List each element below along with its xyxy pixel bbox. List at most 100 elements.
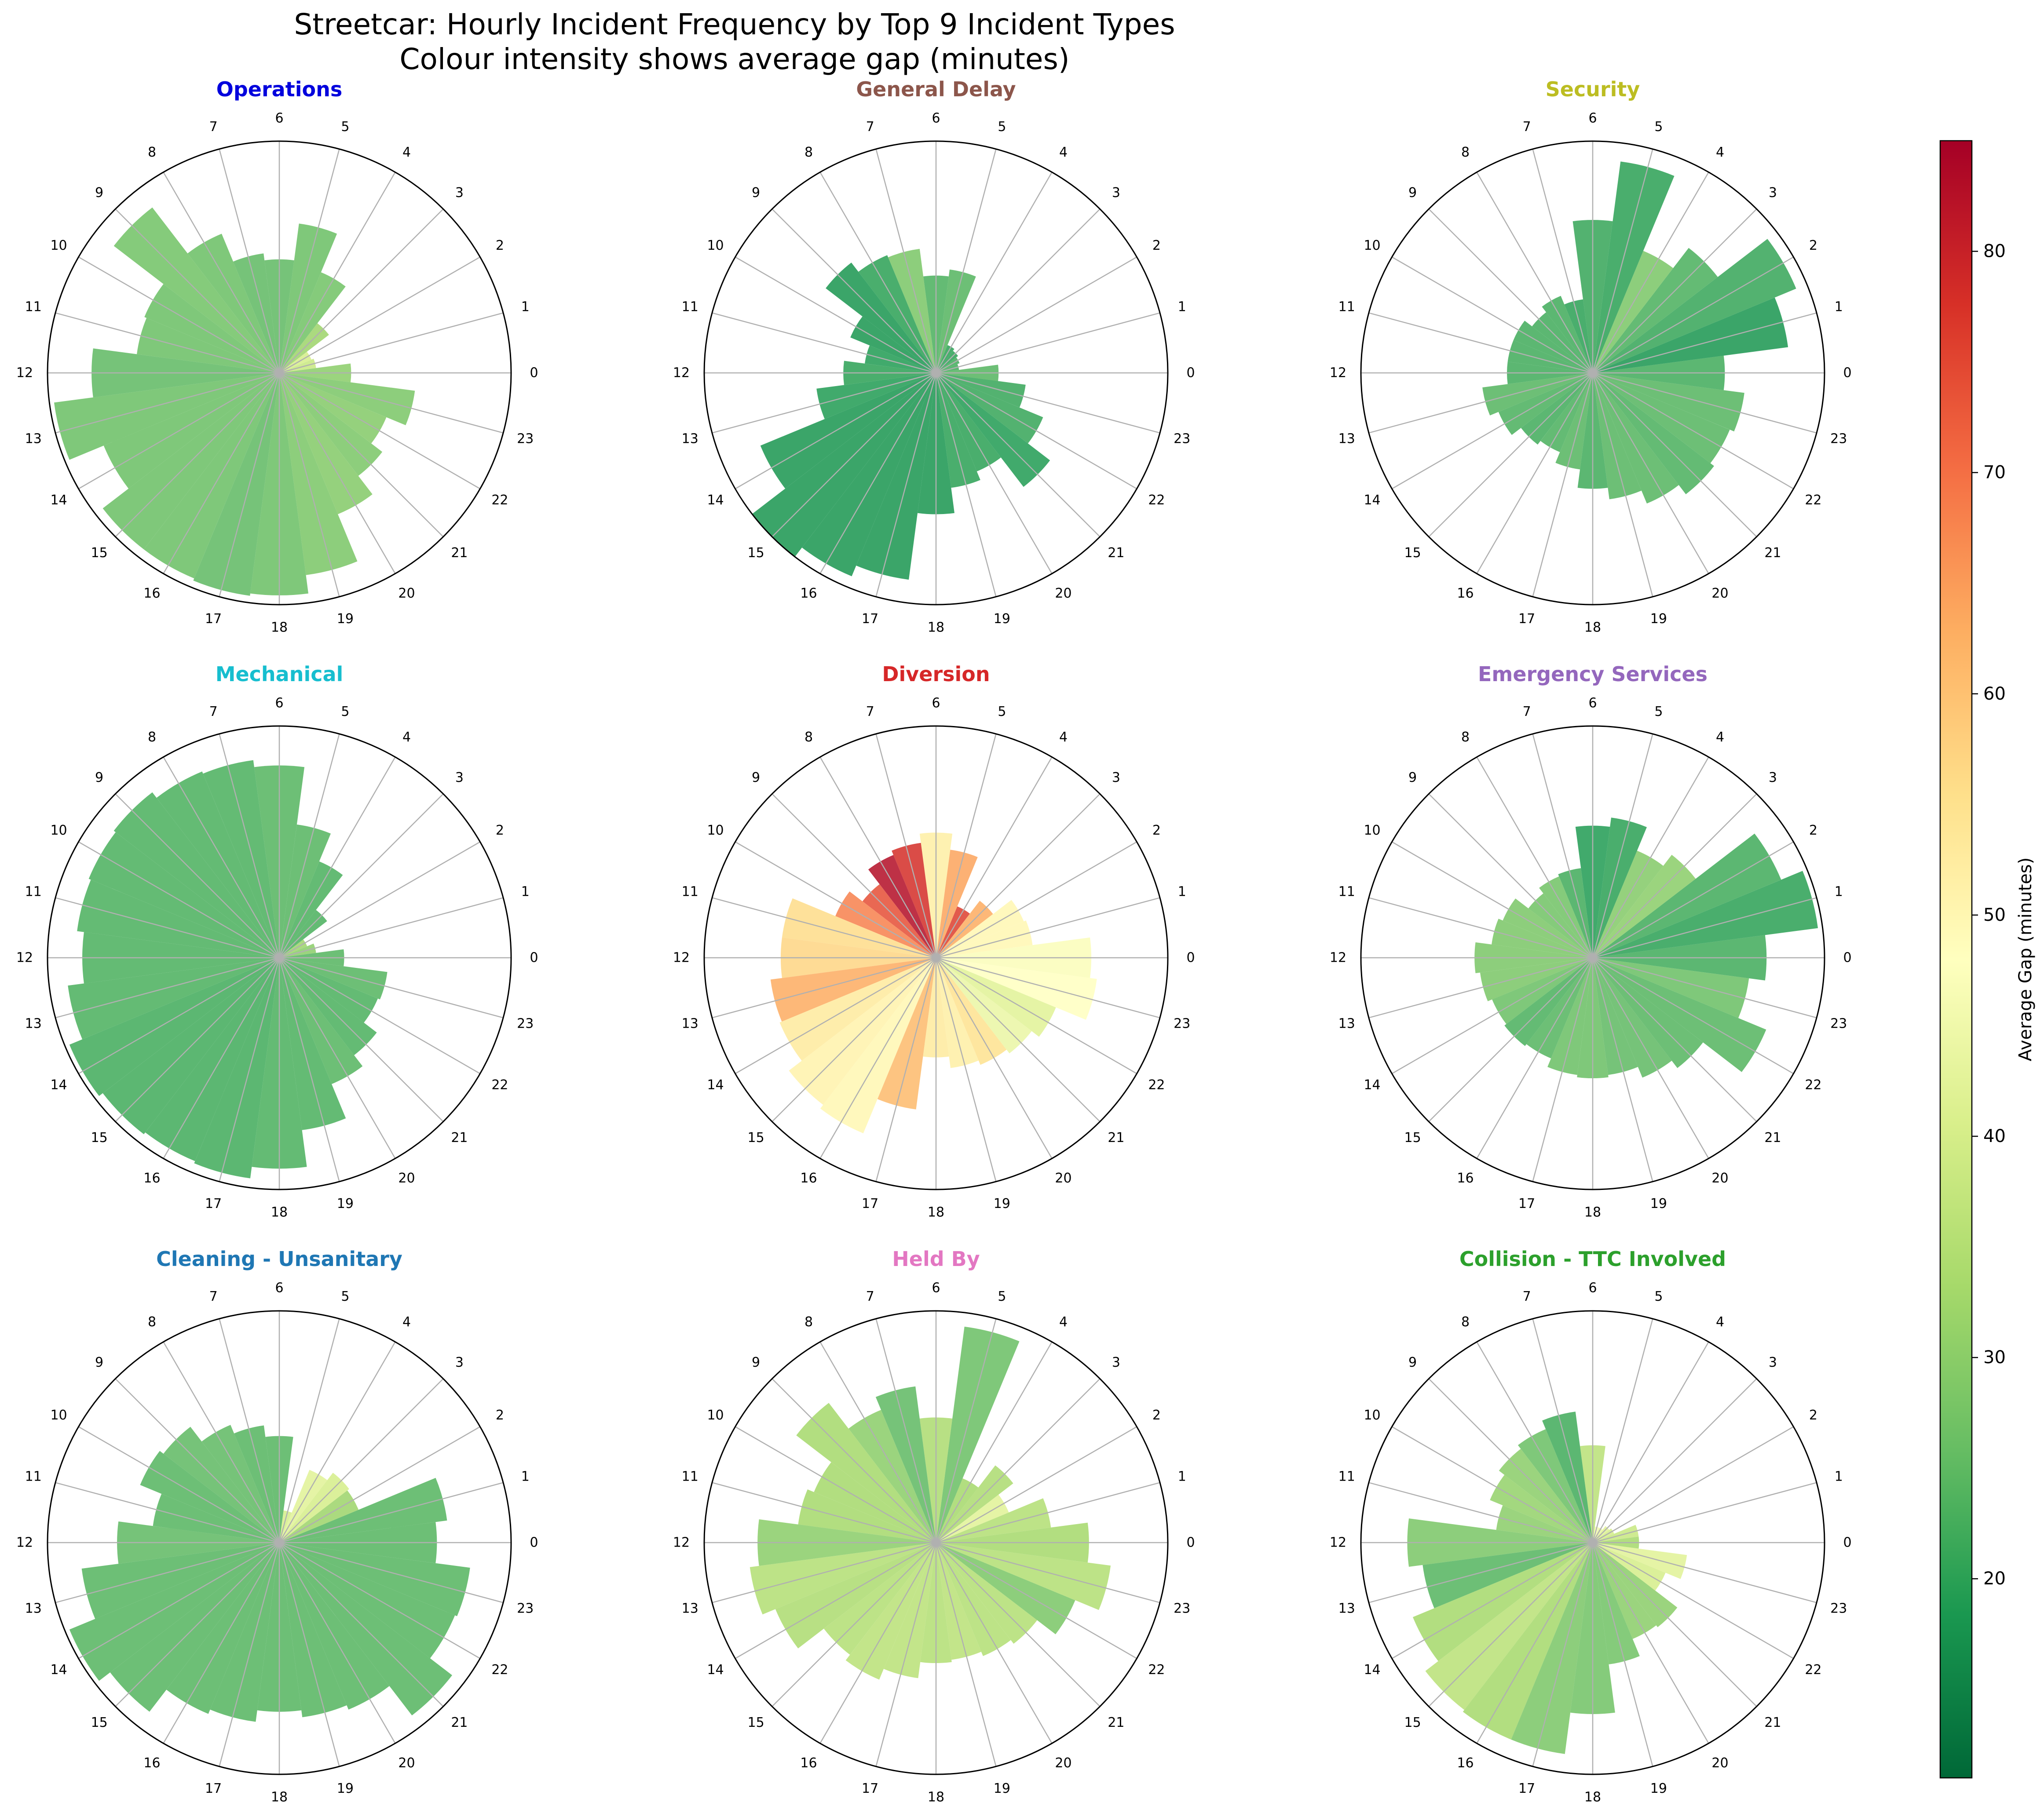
hour-label-emergency-services-11: 11 (1338, 884, 1355, 900)
hour-label-emergency-services-17: 17 (1518, 1196, 1535, 1211)
bar-mechanical-hour-5 (279, 824, 331, 958)
bar-emergency-services-hour-17 (1547, 958, 1593, 1075)
gridline-security-hour-10 (1391, 256, 1593, 374)
gridline-cleaning-unsanitary-hour-20 (278, 1542, 396, 1744)
hour-label-general-delay-10: 10 (707, 238, 724, 253)
bar-collision-ttc-involved-hour-16 (1463, 1543, 1593, 1740)
gridline-security-hour-19 (1592, 372, 1653, 597)
hour-label-operations-21: 21 (451, 545, 468, 561)
hour-label-cleaning-unsanitary-3: 3 (455, 1355, 464, 1370)
hour-label-cleaning-unsanitary-21: 21 (451, 1715, 468, 1730)
bar-held-by-hour-14 (775, 1543, 936, 1649)
hour-label-operations-3: 3 (455, 185, 464, 201)
hour-label-collision-ttc-involved-3: 3 (1769, 1355, 1777, 1370)
polar-panels: 01234567891011121314151617181920212223Op… (16, 77, 1852, 1805)
hour-label-diversion-0: 0 (1186, 950, 1195, 966)
hour-label-collision-ttc-involved-10: 10 (1364, 1408, 1380, 1423)
polar-panel-general-delay: 01234567891011121314151617181920212223Ge… (673, 77, 1195, 635)
gridline-collision-ttc-involved-hour-13 (1368, 1542, 1593, 1603)
gridline-cleaning-unsanitary-hour-14 (78, 1542, 280, 1659)
bar-diversion-hour-23 (936, 958, 1097, 1020)
gridline-operations-hour-10 (78, 256, 280, 374)
gridline-security-hour-14 (1391, 372, 1593, 489)
bar-general-delay-hour-17 (856, 373, 936, 580)
bar-collision-ttc-involved-hour-13 (1422, 1543, 1593, 1609)
gridline-diversion-hour-3 (936, 793, 1101, 958)
hour-label-held-by-15: 15 (747, 1715, 764, 1730)
gridline-held-by-hour-5 (935, 1318, 997, 1543)
bar-collision-ttc-involved-hour-7 (1542, 1412, 1593, 1543)
bar-diversion-hour-14 (779, 958, 936, 1061)
gridline-emergency-services-hour-23 (1592, 957, 1817, 1018)
hour-label-general-delay-11: 11 (682, 299, 698, 315)
hour-label-operations-12: 12 (16, 365, 33, 381)
hour-label-operations-17: 17 (205, 611, 222, 627)
gridline-collision-ttc-involved-hour-15 (1428, 1542, 1593, 1707)
bar-collision-ttc-involved-hour-23 (1593, 1543, 1687, 1579)
hour-label-operations-13: 13 (25, 431, 42, 446)
colorbar-label: Average Gap (minutes) (2015, 857, 2036, 1062)
gridline-held-by-hour-7 (875, 1318, 937, 1543)
polar-frame-operations (47, 140, 512, 606)
hour-label-emergency-services-1: 1 (1835, 884, 1843, 900)
bar-operations-hour-2 (279, 351, 312, 373)
hour-label-general-delay-7: 7 (866, 119, 874, 135)
hour-label-mechanical-11: 11 (25, 884, 42, 900)
gridline-general-delay-hour-15 (772, 372, 936, 537)
hour-label-held-by-4: 4 (1059, 1314, 1068, 1330)
gridline-held-by-hour-13 (712, 1542, 936, 1603)
polar-panel-mechanical: 01234567891011121314151617181920212223Me… (16, 662, 538, 1220)
bar-held-by-hour-22 (936, 1543, 1075, 1635)
hour-label-mechanical-12: 12 (16, 950, 33, 966)
polar-frame-mechanical (47, 725, 512, 1190)
hour-label-operations-7: 7 (209, 119, 218, 135)
hour-label-mechanical-7: 7 (209, 704, 218, 719)
hour-label-held-by-8: 8 (804, 1314, 813, 1330)
gridline-security-hour-2 (1592, 256, 1794, 374)
hour-label-diversion-16: 16 (800, 1171, 817, 1186)
hour-label-collision-ttc-involved-7: 7 (1523, 1289, 1531, 1304)
gridline-collision-ttc-involved-hour-20 (1592, 1542, 1709, 1744)
hour-label-mechanical-20: 20 (398, 1171, 415, 1186)
gridline-collision-ttc-involved-hour-21 (1592, 1542, 1757, 1707)
bar-cleaning-unsanitary-hour-1 (279, 1478, 447, 1543)
bar-general-delay-hour-8 (858, 255, 936, 373)
hour-label-cleaning-unsanitary-16: 16 (143, 1755, 160, 1771)
hour-label-cleaning-unsanitary-6: 6 (275, 1281, 283, 1296)
hour-label-operations-20: 20 (398, 586, 415, 601)
gridline-security-hour-20 (1592, 372, 1709, 574)
gridline-security-hour-8 (1476, 171, 1594, 373)
gridline-emergency-services-hour-2 (1592, 841, 1794, 959)
gridline-general-delay-hour-7 (875, 149, 937, 373)
gridline-operations-hour-4 (278, 171, 396, 373)
gridline-general-delay-hour-4 (935, 171, 1053, 373)
gridline-security-hour-11 (1368, 312, 1593, 374)
hour-label-operations-19: 19 (337, 611, 354, 627)
bar-security-hour-11 (1507, 340, 1593, 373)
bar-held-by-hour-5 (936, 1326, 1020, 1543)
gridline-cleaning-unsanitary-hour-3 (279, 1378, 444, 1543)
bar-emergency-services-hour-10 (1503, 898, 1593, 958)
hour-label-diversion-10: 10 (707, 823, 724, 838)
gridline-operations-hour-5 (278, 149, 340, 373)
hour-label-general-delay-15: 15 (747, 545, 764, 561)
hour-label-diversion-20: 20 (1055, 1171, 1071, 1186)
bar-security-hour-10 (1513, 321, 1593, 373)
gridline-diversion-hour-1 (936, 897, 1160, 959)
bar-general-delay-hour-14 (760, 373, 936, 489)
hour-label-cleaning-unsanitary-17: 17 (205, 1781, 222, 1796)
hour-label-diversion-4: 4 (1059, 730, 1068, 745)
polar-frame-general-delay (703, 140, 1169, 606)
hour-label-mechanical-17: 17 (205, 1196, 222, 1211)
gridline-operations-hour-16 (163, 372, 280, 574)
gridline-collision-ttc-involved-hour-16 (1476, 1542, 1594, 1744)
bar-collision-ttc-involved-hour-22 (1593, 1543, 1666, 1591)
hour-label-security-9: 9 (1408, 185, 1417, 201)
bar-general-delay-hour-10 (850, 316, 936, 373)
hour-label-operations-10: 10 (50, 238, 67, 253)
hour-label-collision-ttc-involved-18: 18 (1584, 1790, 1601, 1805)
hour-label-held-by-14: 14 (707, 1662, 724, 1678)
hour-label-emergency-services-19: 19 (1650, 1196, 1667, 1211)
gridline-operations-hour-9 (115, 208, 280, 373)
hour-label-general-delay-20: 20 (1055, 586, 1071, 601)
